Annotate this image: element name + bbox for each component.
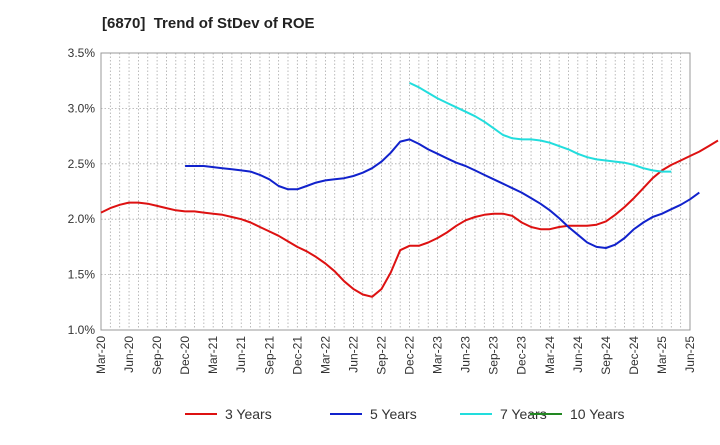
x-tick-label: Sep-24: [599, 336, 613, 375]
y-tick-label: 2.5%: [68, 157, 96, 171]
x-tick-label: Dec-23: [515, 336, 529, 375]
y-tick-label: 1.5%: [68, 268, 96, 282]
x-tick-label: Mar-24: [543, 336, 557, 374]
x-tick-label: Jun-21: [234, 336, 248, 373]
x-tick-label: Dec-22: [403, 336, 417, 375]
chart-title: [6870] Trend of StDev of ROE: [102, 15, 315, 32]
x-tick-label: Dec-20: [178, 336, 192, 375]
x-tick-label: Dec-24: [627, 336, 641, 375]
x-tick-label: Sep-22: [374, 336, 388, 375]
x-tick-label: Jun-22: [346, 336, 360, 373]
y-tick-label: 1.0%: [68, 323, 96, 337]
x-tick-label: Jun-25: [683, 336, 697, 373]
legend-label-5-years: 5 Years: [370, 406, 417, 422]
x-tick-label: Mar-20: [94, 336, 108, 374]
y-tick-label: 3.0%: [68, 101, 96, 115]
x-tick-label: Jun-23: [459, 336, 473, 373]
x-tick-label: Dec-21: [290, 336, 304, 375]
series-line-7-years: [409, 81, 672, 173]
x-tick-label: Mar-25: [655, 336, 669, 374]
x-tick-label: Sep-20: [150, 336, 164, 375]
x-tick-label: Sep-21: [262, 336, 276, 375]
x-axis: Mar-20 Jun-20 Sep-20 Dec-20 Mar-21 Jun-21 Sep-…: [94, 336, 697, 375]
x-tick-label: Mar-21: [206, 336, 220, 374]
x-tick-label: Mar-23: [431, 336, 445, 374]
legend: 3 Years 5 Years 7 Years 10 Years: [185, 406, 625, 422]
legend-label-10-years: 10 Years: [570, 406, 625, 422]
y-axis: 1.0% 1.5% 2.0% 2.5% 3.0% 3.5%: [68, 46, 96, 337]
x-tick-label: Mar-22: [318, 336, 332, 374]
y-tick-label: 3.5%: [68, 46, 96, 60]
x-tick-label: Jun-24: [571, 336, 585, 373]
series-line-3-years: [100, 139, 719, 298]
x-tick-label: Sep-23: [487, 336, 501, 375]
legend-label-7-years: 7 Years: [500, 406, 547, 422]
plot-area-frame: [100, 52, 691, 331]
y-tick-label: 2.0%: [68, 212, 96, 226]
x-tick-label: Jun-20: [122, 336, 136, 373]
series-line-5-years: [185, 138, 700, 249]
legend-label-3-years: 3 Years: [225, 406, 272, 422]
series-lines: [100, 81, 719, 298]
grid-lines: [100, 52, 691, 331]
